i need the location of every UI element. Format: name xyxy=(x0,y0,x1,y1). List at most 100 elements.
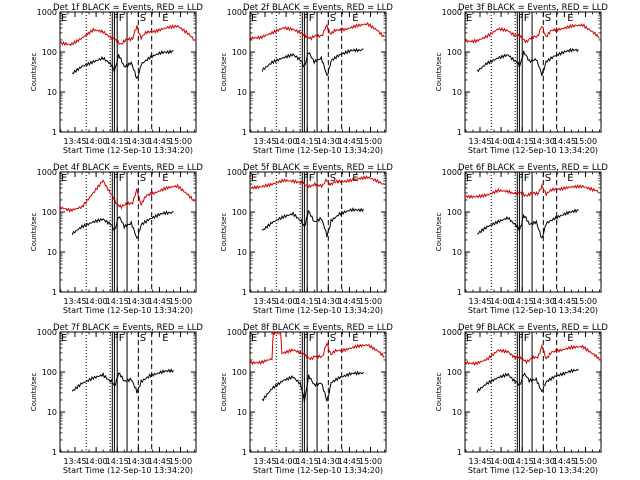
x-tick-label: 13:45 xyxy=(468,137,491,146)
y-tick-label: 1 xyxy=(52,288,57,297)
plot-frame xyxy=(249,11,387,133)
y-tick-label: 100 xyxy=(232,368,247,377)
marker-label: S xyxy=(330,13,336,24)
marker-label: FF xyxy=(303,173,315,184)
x-tick-label: 14:15 xyxy=(296,297,319,306)
panel-1: Det 1f BLACK = Events, RED = LLD 1 10 100 10… xyxy=(30,3,203,155)
y-tick-label: 1000 xyxy=(442,8,462,17)
x-tick-label: 13:45 xyxy=(63,297,86,306)
marker-label: FF xyxy=(518,333,530,344)
y-tick-label: 1000 xyxy=(227,168,247,177)
y-tick-label: 10 xyxy=(452,248,462,257)
marker-label: E xyxy=(61,173,67,184)
x-tick-label: 14:45 xyxy=(338,137,361,146)
plot-frame xyxy=(464,171,602,293)
marker-label: E xyxy=(466,333,472,344)
marker-label: E xyxy=(162,13,168,24)
x-tick-label: 14:45 xyxy=(553,297,576,306)
x-tick-label: 14:15 xyxy=(106,457,129,466)
y-axis-label: Counts/sec xyxy=(435,213,443,252)
lld-series-line xyxy=(250,175,385,191)
y-tick-label: 1 xyxy=(242,128,247,137)
y-axis-label: Counts/sec xyxy=(220,373,228,412)
y-tick-label: 10 xyxy=(452,88,462,97)
events-series-line xyxy=(476,47,579,77)
x-tick-label: 15:00 xyxy=(169,457,192,466)
x-axis-label: Start Time (12-Sep-10 13:34:20) xyxy=(63,466,193,475)
marker-label: E xyxy=(352,13,358,24)
x-tick-label: 14:30 xyxy=(532,137,555,146)
lld-series-line xyxy=(250,332,385,366)
marker-label: E xyxy=(61,13,67,24)
x-axis-label: Start Time (12-Sep-10 13:34:20) xyxy=(468,306,598,315)
x-tick-label: 14:45 xyxy=(553,457,576,466)
marker-label: S xyxy=(140,333,146,344)
y-tick-label: 100 xyxy=(447,48,462,57)
marker-label: E xyxy=(567,173,573,184)
y-tick-label: 1000 xyxy=(442,168,462,177)
plot-frame xyxy=(249,171,387,293)
plot-frame xyxy=(59,11,197,133)
panel-6: Det 6f BLACK = Events, RED = LLD 1 10 100 10… xyxy=(435,163,608,315)
x-axis-label: Start Time (12-Sep-10 13:34:20) xyxy=(468,466,598,475)
panel-title: Det 9f BLACK = Events, RED = LLD xyxy=(458,323,608,333)
x-tick-label: 13:45 xyxy=(253,137,276,146)
y-axis-label: Counts/sec xyxy=(30,373,38,412)
events-series-line xyxy=(476,368,579,393)
events-series-line xyxy=(71,368,174,394)
y-tick-label: 1 xyxy=(457,448,462,457)
y-tick-label: 1 xyxy=(242,448,247,457)
x-tick-label: 14:15 xyxy=(511,137,534,146)
marker-label: S xyxy=(545,333,551,344)
lld-series-line xyxy=(60,24,195,47)
marker-label: E xyxy=(466,13,472,24)
marker-label: E xyxy=(352,333,358,344)
x-tick-label: 14:00 xyxy=(275,457,298,466)
marker-label: E xyxy=(251,13,257,24)
x-tick-label: 15:00 xyxy=(574,137,597,146)
x-tick-label: 15:00 xyxy=(359,457,382,466)
y-tick-label: 100 xyxy=(232,48,247,57)
x-tick-label: 14:45 xyxy=(148,457,171,466)
x-tick-label: 14:00 xyxy=(490,457,513,466)
x-tick-label: 14:45 xyxy=(148,297,171,306)
x-tick-label: 15:00 xyxy=(169,297,192,306)
panel-title: Det 5f BLACK = Events, RED = LLD xyxy=(243,163,393,173)
y-tick-label: 1000 xyxy=(227,8,247,17)
y-axis-label: Counts/sec xyxy=(435,373,443,412)
lld-series-line xyxy=(250,21,385,41)
x-axis-label: Start Time (12-Sep-10 13:34:20) xyxy=(63,306,193,315)
x-tick-label: 14:30 xyxy=(317,297,340,306)
lld-series-line xyxy=(465,183,600,200)
events-series-line xyxy=(261,47,364,77)
marker-label: E xyxy=(61,333,67,344)
y-tick-label: 1000 xyxy=(37,328,57,337)
x-tick-label: 14:30 xyxy=(532,297,555,306)
x-tick-label: 14:00 xyxy=(275,137,298,146)
x-tick-label: 13:45 xyxy=(63,137,86,146)
marker-label: E xyxy=(567,13,573,24)
panel-title: Det 6f BLACK = Events, RED = LLD xyxy=(458,163,608,173)
marker-label: FF xyxy=(113,13,125,24)
plot-frame xyxy=(59,171,197,293)
x-tick-label: 14:15 xyxy=(511,457,534,466)
x-axis-label: Start Time (12-Sep-10 13:34:20) xyxy=(63,146,193,155)
marker-label: E xyxy=(466,173,472,184)
panel-title: Det 7f BLACK = Events, RED = LLD xyxy=(53,323,203,333)
y-tick-label: 1000 xyxy=(227,328,247,337)
y-tick-label: 1 xyxy=(457,288,462,297)
marker-label: FF xyxy=(518,173,530,184)
marker-label: FF xyxy=(113,173,125,184)
x-tick-label: 14:30 xyxy=(127,457,150,466)
y-axis-label: Counts/sec xyxy=(435,53,443,92)
x-tick-label: 14:30 xyxy=(127,297,150,306)
x-axis-label: Start Time (12-Sep-10 13:34:20) xyxy=(253,466,383,475)
y-tick-label: 10 xyxy=(47,248,57,257)
x-tick-label: 13:45 xyxy=(468,457,491,466)
x-tick-label: 15:00 xyxy=(574,457,597,466)
panel-title: Det 8f BLACK = Events, RED = LLD xyxy=(243,323,393,333)
x-tick-label: 15:00 xyxy=(169,137,192,146)
x-axis-label: Start Time (12-Sep-10 13:34:20) xyxy=(468,146,598,155)
panel-7: Det 7f BLACK = Events, RED = LLD 1 10 100 10… xyxy=(30,323,203,475)
